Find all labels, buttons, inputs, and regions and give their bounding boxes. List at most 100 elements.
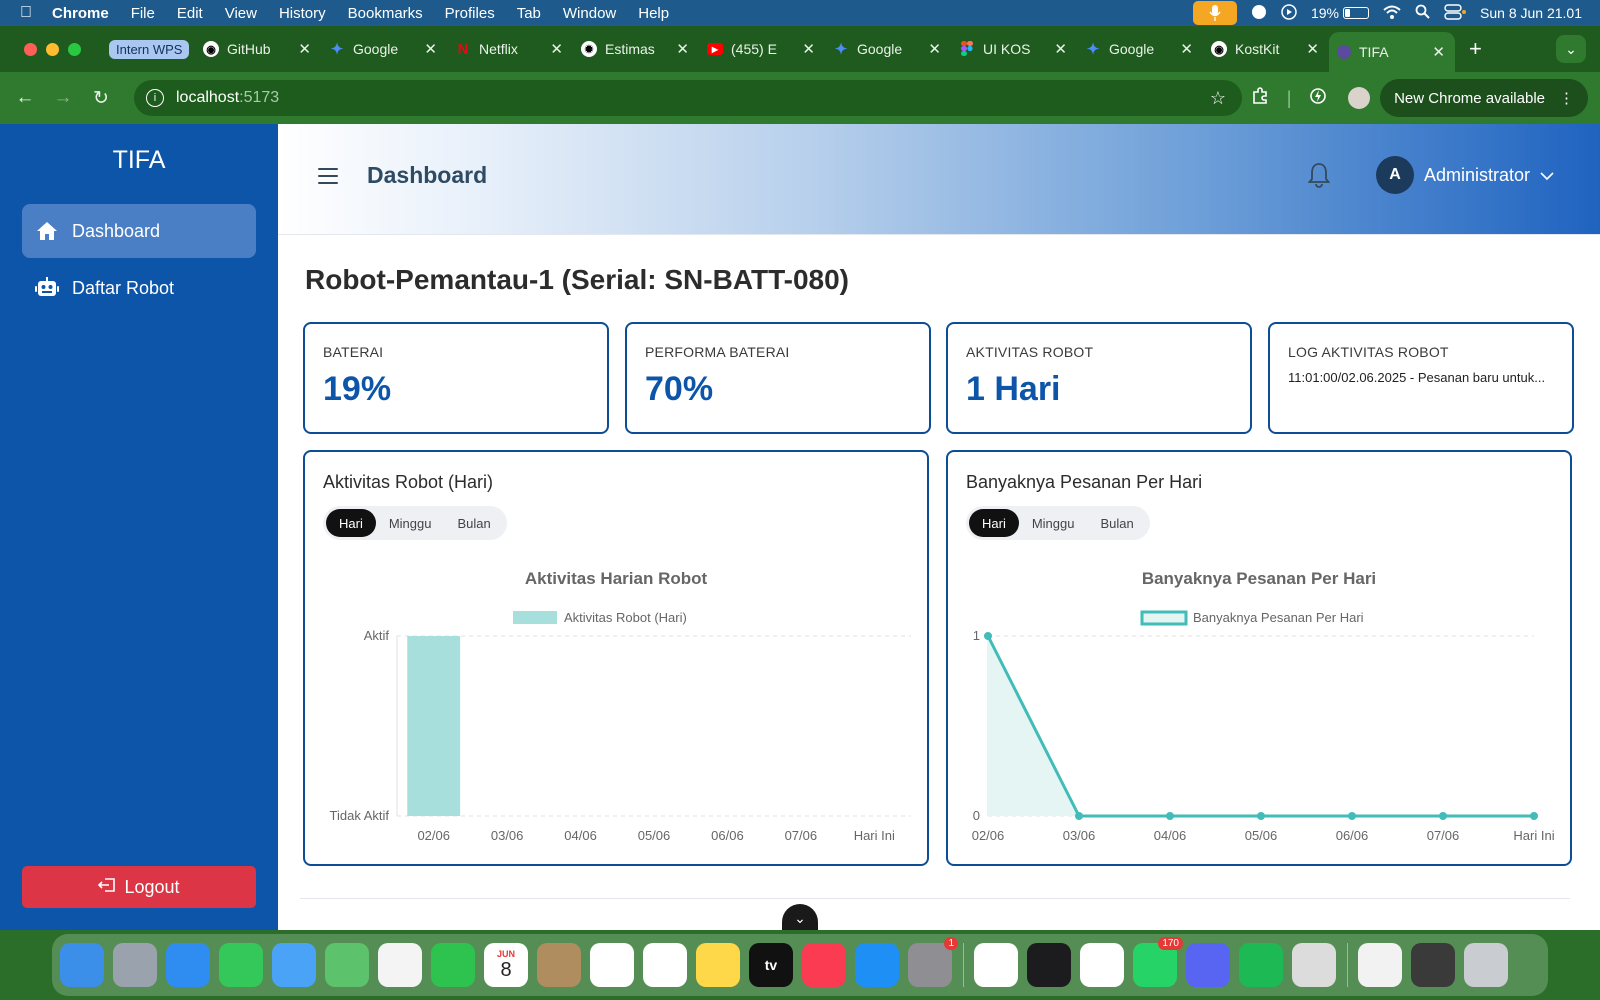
hamburger-menu-icon[interactable] bbox=[318, 168, 338, 184]
discord-icon[interactable] bbox=[1186, 943, 1230, 987]
appstore-icon[interactable] bbox=[855, 943, 899, 987]
preview-icon[interactable] bbox=[1358, 943, 1402, 987]
close-tab-icon[interactable]: ✕ bbox=[1054, 41, 1067, 58]
close-tab-icon[interactable]: ✕ bbox=[298, 41, 311, 58]
brand-logo[interactable]: TIFA bbox=[112, 146, 166, 174]
launchpad-icon[interactable] bbox=[113, 943, 157, 987]
calendar-icon[interactable]: JUN 8 bbox=[484, 943, 528, 987]
sidebar-item-label: Daftar Robot bbox=[72, 277, 175, 298]
back-button[interactable]: ← bbox=[15, 87, 35, 108]
tab-netflix[interactable]: N Netflix ✕ bbox=[447, 32, 573, 66]
battery-indicator[interactable]: 19% bbox=[1311, 5, 1370, 21]
spotify-icon[interactable] bbox=[1239, 943, 1283, 987]
sidebar-item-dashboard[interactable]: Dashboard bbox=[22, 204, 256, 258]
tableplus-icon[interactable] bbox=[1292, 943, 1336, 987]
appletv-icon[interactable]: tv bbox=[749, 943, 793, 987]
screenshot-icon[interactable] bbox=[1411, 943, 1455, 987]
tab-youtube[interactable]: ▶ (455) E ✕ bbox=[699, 32, 825, 66]
messages-icon[interactable] bbox=[219, 943, 263, 987]
tab-kostkit[interactable]: ◉ KostKit ✕ bbox=[1203, 32, 1329, 66]
site-info-icon[interactable]: i bbox=[146, 89, 164, 107]
address-bar[interactable]: i localhost:5173 ☆ bbox=[134, 80, 1242, 116]
user-menu[interactable]: A Administrator bbox=[1376, 156, 1554, 194]
logout-button[interactable]: Logout bbox=[22, 866, 256, 908]
tab-google-3[interactable]: ✦ Google ✕ bbox=[1077, 32, 1203, 66]
tab-group-intern-wps[interactable]: Intern WPS bbox=[101, 32, 195, 66]
tab-tifa[interactable]: TIFA ✕ bbox=[1329, 32, 1455, 72]
new-chrome-available-button[interactable]: New Chrome available ⋮ bbox=[1380, 79, 1588, 117]
tab-ui-kos[interactable]: UI KOS ✕ bbox=[951, 32, 1077, 66]
close-tab-icon[interactable]: ✕ bbox=[1180, 41, 1193, 58]
performance-icon[interactable] bbox=[1298, 87, 1338, 110]
microphone-icon[interactable] bbox=[1192, 1, 1237, 25]
tab-label: Google bbox=[857, 41, 903, 57]
close-tab-icon[interactable]: ✕ bbox=[424, 41, 437, 58]
menu-edit[interactable]: Edit bbox=[176, 4, 203, 22]
contacts-icon[interactable] bbox=[537, 943, 581, 987]
tab-estimas[interactable]: ✹ Estimas ✕ bbox=[573, 32, 699, 66]
segment-minggu[interactable]: Minggu bbox=[1031, 515, 1075, 531]
menu-tab[interactable]: Tab bbox=[516, 4, 541, 22]
menu-profiles[interactable]: Profiles bbox=[444, 4, 495, 22]
extensions-icon[interactable] bbox=[1240, 86, 1280, 110]
photos-icon[interactable] bbox=[378, 943, 422, 987]
moon-icon[interactable] bbox=[1251, 4, 1267, 23]
menu-view[interactable]: View bbox=[224, 4, 257, 22]
menu-help[interactable]: Help bbox=[638, 4, 670, 22]
bookmark-star-icon[interactable]: ☆ bbox=[1209, 87, 1226, 108]
tab-google-1[interactable]: ✦ Google ✕ bbox=[321, 32, 447, 66]
close-tab-icon[interactable]: ✕ bbox=[1432, 44, 1445, 61]
chrome-icon[interactable] bbox=[974, 943, 1018, 987]
trash-icon[interactable] bbox=[1464, 943, 1508, 987]
minimize-window-button[interactable] bbox=[46, 42, 59, 56]
music-icon[interactable] bbox=[802, 943, 846, 987]
segment-hari[interactable]: Hari bbox=[969, 509, 1019, 537]
forward-button[interactable]: → bbox=[53, 87, 73, 108]
logout-label: Logout bbox=[124, 876, 180, 897]
menu-app[interactable]: Chrome bbox=[52, 4, 109, 22]
profile-avatar[interactable] bbox=[1348, 87, 1371, 109]
play-icon[interactable] bbox=[1281, 3, 1297, 23]
close-tab-icon[interactable]: ✕ bbox=[928, 41, 941, 58]
segment-minggu[interactable]: Minggu bbox=[388, 515, 432, 531]
wifi-icon[interactable] bbox=[1383, 5, 1401, 22]
segment-bulan[interactable]: Bulan bbox=[457, 515, 491, 531]
notification-bell-icon[interactable] bbox=[1307, 162, 1331, 193]
reminders-icon[interactable] bbox=[590, 943, 634, 987]
mail-icon[interactable] bbox=[272, 943, 316, 987]
apple-icon[interactable]:  bbox=[20, 4, 48, 22]
zoom-window-button[interactable] bbox=[68, 42, 81, 56]
facetime-icon[interactable] bbox=[431, 943, 475, 987]
scroll-down-chevron-icon[interactable]: ⌄ bbox=[782, 904, 818, 930]
close-tab-icon[interactable]: ✕ bbox=[676, 41, 689, 58]
whatsapp-icon[interactable]: 170 bbox=[1133, 937, 1183, 987]
finder-icon[interactable] bbox=[60, 943, 104, 987]
new-tab-button[interactable]: + bbox=[1469, 36, 1482, 61]
spotlight-icon[interactable] bbox=[1415, 4, 1430, 22]
menu-bookmarks[interactable]: Bookmarks bbox=[347, 4, 423, 22]
sidebar-item-daftar-robot[interactable]: Daftar Robot bbox=[22, 261, 256, 315]
maps-icon[interactable] bbox=[325, 943, 369, 987]
menu-file[interactable]: File bbox=[130, 4, 155, 22]
safari-icon[interactable] bbox=[166, 943, 210, 987]
menu-window[interactable]: Window bbox=[562, 4, 617, 22]
reload-button[interactable]: ↻ bbox=[93, 87, 109, 109]
notes-icon[interactable] bbox=[696, 943, 740, 987]
settings-icon[interactable]: 1 bbox=[908, 937, 958, 987]
kebab-menu-icon[interactable]: ⋮ bbox=[1559, 90, 1574, 107]
menu-history[interactable]: History bbox=[278, 4, 326, 22]
close-tab-icon[interactable]: ✕ bbox=[1306, 41, 1319, 58]
terminal-icon[interactable] bbox=[1027, 943, 1071, 987]
close-window-button[interactable] bbox=[24, 42, 37, 56]
close-tab-icon[interactable]: ✕ bbox=[802, 41, 815, 58]
menubar-datetime[interactable]: Sun 8 Jun 21.01 bbox=[1480, 5, 1582, 21]
tab-search-button[interactable]: ⌄ bbox=[1556, 35, 1586, 63]
tab-google-2[interactable]: ✦ Google ✕ bbox=[825, 32, 951, 66]
vscode-icon[interactable] bbox=[1080, 943, 1124, 987]
segment-bulan[interactable]: Bulan bbox=[1100, 515, 1134, 531]
tab-github[interactable]: ◉ GitHub ✕ bbox=[195, 32, 321, 66]
close-tab-icon[interactable]: ✕ bbox=[550, 41, 563, 58]
freeform-icon[interactable] bbox=[643, 943, 687, 987]
control-center-icon[interactable] bbox=[1444, 3, 1467, 23]
segment-hari[interactable]: Hari bbox=[326, 509, 376, 537]
